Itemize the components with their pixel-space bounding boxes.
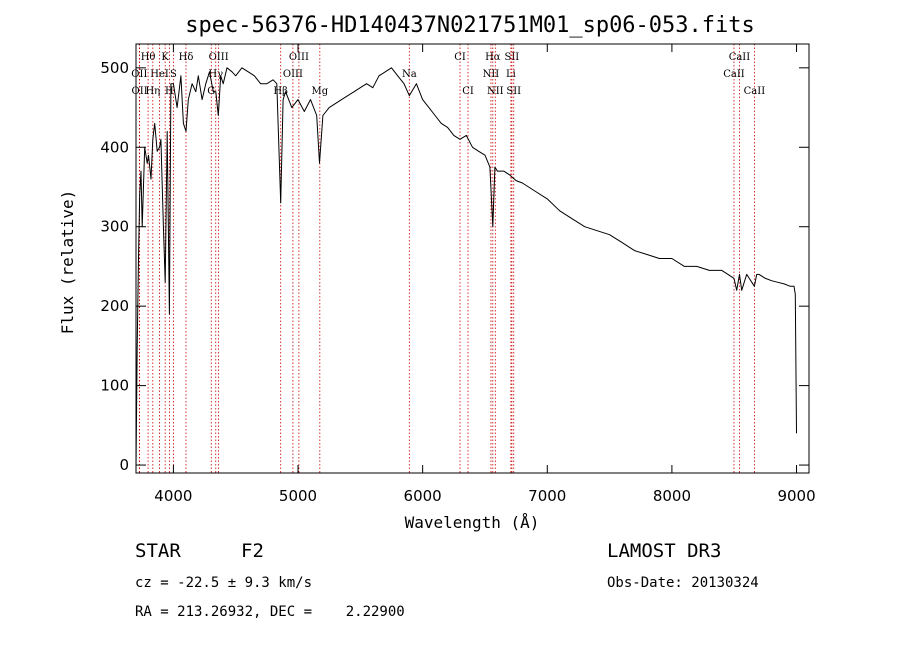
chart-title: spec-56376-HD140437N021751M01_sp06-053.f… xyxy=(185,13,755,38)
axis-ticks: 4000 5000 6000 7000 8000 9000 0 100 200 300 400 500 xyxy=(100,44,816,505)
spectral-line-markers: Hθ K Hδ OIII OIII CI Hα SII CaII OII HeI S Hγ OIII Na N… xyxy=(131,44,765,473)
y-tick-label-3: 300 xyxy=(100,218,129,236)
spectral-line-label-24: CI xyxy=(462,86,474,97)
spectral-line-label-13: OIII xyxy=(283,69,303,80)
spectral-subclass: F2 xyxy=(241,540,264,562)
spectral-line-label-19: Hη xyxy=(145,86,160,97)
object-type: STAR xyxy=(135,540,181,562)
y-tick-label-4: 400 xyxy=(100,138,129,156)
spectral-line-label-2: Hδ xyxy=(179,52,194,63)
spectral-line-label-16: Li xyxy=(506,69,516,80)
survey-name: LAMOST DR3 xyxy=(607,540,722,562)
spectral-line-label-23: Mg xyxy=(312,86,329,97)
y-axis-label: Flux (relative) xyxy=(58,190,77,335)
y-tick-label-0: 0 xyxy=(119,456,129,474)
x-tick-label-2: 6000 xyxy=(404,487,442,505)
spectral-line-label-6: Hα xyxy=(485,52,501,63)
x-tick-label-1: 5000 xyxy=(279,487,317,505)
x-axis-label: Wavelength (Å) xyxy=(405,513,540,532)
spectral-line-label-12: Hγ xyxy=(208,69,223,80)
spectral-line-label-26: SII xyxy=(506,86,521,97)
spectral-line-label-11: S xyxy=(170,69,177,80)
y-tick-label-2: 200 xyxy=(100,297,129,315)
x-tick-label-5: 9000 xyxy=(777,487,815,505)
spectral-line-label-3: OIII xyxy=(209,52,229,63)
spectral-line-label-18: OII xyxy=(132,86,148,97)
spectral-line-label-27: CaII xyxy=(744,86,766,97)
spectral-line-label-15: NII xyxy=(483,69,500,80)
plot-frame xyxy=(135,43,810,474)
x-tick-label-3: 7000 xyxy=(528,487,566,505)
spectral-line-label-22: Hβ xyxy=(273,86,288,97)
coordinates-readout: RA = 213.26932, DEC = 2.22900 xyxy=(135,604,405,620)
y-tick-label-5: 500 xyxy=(100,59,129,77)
spectral-line-label-17: CaII xyxy=(723,69,745,80)
spectral-line-label-20: H xyxy=(165,86,174,97)
spectral-line-label-4: OIII xyxy=(289,52,309,63)
x-tick-label-4: 8000 xyxy=(653,487,691,505)
spectral-line-label-5: CI xyxy=(454,52,466,63)
spectral-line-label-25: NII xyxy=(487,86,504,97)
series-line-flux xyxy=(135,67,797,470)
redshift-readout: cz = -22.5 ± 9.3 km/s xyxy=(135,575,313,591)
x-tick-label-0: 4000 xyxy=(154,487,192,505)
observation-date: Obs-Date: 20130324 xyxy=(607,575,759,591)
spectral-line-label-14: Na xyxy=(402,69,417,80)
spectral-line-label-7: SII xyxy=(505,52,520,63)
spectral-line-label-8: CaII xyxy=(729,52,751,63)
spectral-line-label-21: G xyxy=(207,86,215,97)
spectral-line-label-9: OII xyxy=(131,69,147,80)
y-tick-label-1: 100 xyxy=(100,377,129,395)
spectral-line-label-0: Hθ xyxy=(141,52,156,63)
spectral-line-label-10: HeI xyxy=(150,69,169,80)
series-layer xyxy=(135,67,797,470)
spectral-line-label-1: K xyxy=(161,52,169,63)
